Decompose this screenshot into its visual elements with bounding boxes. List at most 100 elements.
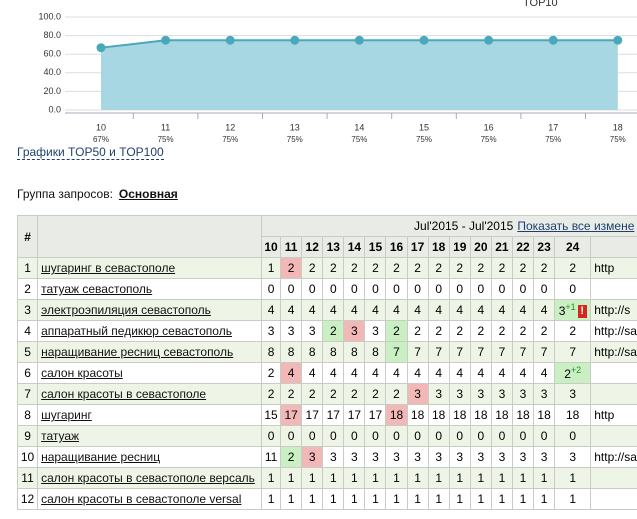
position: 4 [469,299,492,321]
position-value: 2 [477,261,485,275]
position: 7 [469,341,492,363]
position: 0 [511,425,535,447]
position-value: 1 [351,492,358,506]
position-value: 1 [498,471,506,485]
position-value: 2 [540,324,548,338]
position: 1 [533,488,556,510]
query[interactable]: салон красоты в севастополе [37,383,263,405]
query[interactable]: шугаринг в севастополе [37,257,263,279]
query[interactable]: электроэпиляция севастополь [37,299,263,321]
show-all-link[interactable]: Показать все измене [517,219,635,233]
position: 8 [261,341,282,363]
position-value: 1 [435,471,443,485]
charts-link[interactable]: Графики TOP50 и TOP100 [17,145,164,160]
position: 2 [364,257,387,279]
position-value: 2 [414,261,421,275]
position: 1 [364,467,387,489]
row-number: 8 [17,404,39,426]
query[interactable]: наращивание ресниц севастополь [37,341,263,363]
position: 0 [406,425,429,447]
query[interactable]: татуаж [37,425,263,447]
position: 2 [261,362,282,384]
position: 0 [280,425,303,447]
query-row: 12 салон красоты в севастополе versal 1 1 1 1… [17,488,637,510]
query-row: 4 аппаратный педикюр севастополь 3 3 3 2 3 3 2 2 2… [17,320,637,342]
position-value: 4 [519,366,527,380]
position: 2 [280,257,303,279]
group-value[interactable]: Основная [118,187,178,201]
point [161,35,171,45]
position-value: 2 [372,261,379,275]
position-value: 3 [558,303,566,318]
position: 1 [554,488,592,510]
position-value: 17 [326,408,340,422]
position: 1 [511,488,535,510]
position: 4 [490,362,513,384]
position: 3 [469,383,492,405]
position-value: 2 [308,387,316,401]
query[interactable]: салон красоты [37,362,263,384]
position: 4 [385,362,408,384]
position: 1 [406,488,429,510]
position: 7 [533,341,556,363]
delta: +1 [565,301,576,312]
url [590,488,637,510]
x-tick-label: 14 [354,122,364,132]
position-value: 0 [569,429,577,443]
position: 1 [469,488,492,510]
query[interactable]: салон красоты в севастополе версаль [37,467,263,489]
position-value: 0 [540,429,548,443]
position-value: 2 [393,387,400,401]
position: 7 [490,341,513,363]
position: 8 [322,341,345,363]
position: 4 [427,299,450,321]
position: 3 [554,446,592,468]
position-value: 0 [519,429,527,443]
position-value: 0 [308,282,316,296]
position-value: 0 [519,282,527,296]
position: 2+2 [554,362,592,384]
point [484,35,494,45]
position: 1 [301,467,324,489]
y-tick-label: 20.0 [43,86,61,96]
url [590,425,637,447]
position: 3 [364,320,387,342]
day-header: 18 [427,236,450,258]
query[interactable]: шугаринг [37,404,263,426]
position: 17 [322,404,345,426]
position: 17 [343,404,366,426]
position: 4 [280,299,303,321]
position-value: 2 [308,261,316,275]
query[interactable]: салон красоты в севастополе versal [37,488,263,510]
position: 7 [385,341,408,363]
position-value: 7 [414,345,421,359]
position-value: 4 [435,303,443,317]
position-value: 18 [410,408,425,422]
position: 0 [261,425,282,447]
x-tick-label: 12 [225,122,235,132]
position: 3 [427,446,450,468]
point [96,43,106,53]
position: 2 [301,257,324,279]
day-header: 11 [280,236,303,258]
query[interactable]: татуаж севастополь [37,278,263,300]
position-value: 11 [264,450,278,464]
position-value: 1 [393,492,400,506]
position: 0 [364,425,387,447]
position-value: 0 [569,282,577,296]
position: 0 [448,425,471,447]
y-tick-label: 80.0 [43,30,61,40]
position: 0 [427,425,450,447]
position: 7 [511,341,535,363]
value-label: 75% [545,135,561,144]
position: 2 [280,446,303,468]
position: 1 [280,488,303,510]
position-value: 4 [287,303,295,317]
y-tick-label: 0.0 [48,104,61,114]
query[interactable]: наращивание ресниц [37,446,263,468]
url-text: http://sal [594,450,637,464]
row-number: 11 [17,467,39,489]
position-value: 4 [414,366,421,380]
position: 18 [448,404,471,426]
query[interactable]: аппаратный педикюр севастополь [37,320,263,342]
